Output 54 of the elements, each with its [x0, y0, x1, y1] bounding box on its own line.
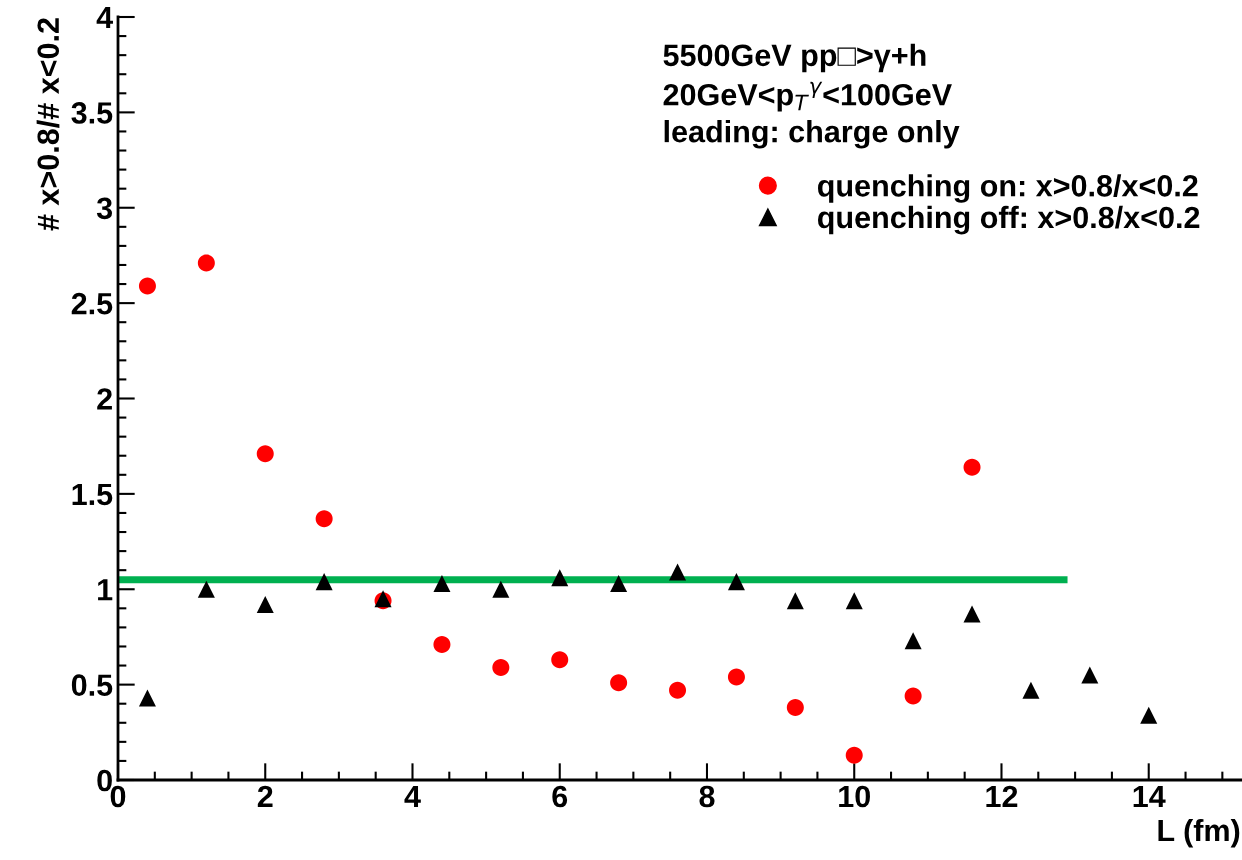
y-tick-label: 0: [97, 769, 112, 792]
x-tick-label: 6: [552, 785, 568, 808]
y-tick-label: 3.5: [71, 102, 113, 124]
point: [669, 681, 687, 699]
point: [963, 458, 981, 476]
y-tick-label: 2.5: [71, 292, 113, 315]
point: [315, 573, 333, 591]
annotation: leading: charge only: [664, 120, 960, 149]
point: [138, 277, 156, 295]
point: [669, 563, 687, 581]
x-tick-label: 4: [404, 785, 421, 807]
x-tick-label: 14: [1133, 785, 1166, 807]
x-tick-label: 8: [699, 785, 715, 808]
legend-label: quenching off: x>0.8/x<0.2: [818, 205, 1200, 235]
x-tick-label: 10: [839, 785, 870, 808]
point: [786, 699, 804, 717]
legend-label: quenching on: x>0.8/x<0.2: [818, 174, 1198, 203]
point: [551, 569, 569, 587]
point: [551, 651, 569, 669]
point: [786, 592, 804, 610]
point: [610, 575, 628, 593]
point: [963, 605, 981, 623]
y-tick-label: 1.5: [72, 483, 113, 506]
x-tick-label: 2: [257, 785, 273, 807]
point: [610, 674, 628, 692]
y-tick-label: 0.5: [71, 674, 113, 696]
point: [315, 510, 333, 528]
point: [138, 689, 156, 707]
point: [492, 658, 510, 676]
point: [433, 636, 451, 654]
point: [492, 580, 510, 598]
y-tick-label: 4: [96, 7, 113, 29]
point: [197, 580, 215, 598]
point: [256, 445, 274, 463]
y-tick-label: 2: [97, 388, 112, 410]
point: [197, 254, 215, 272]
point: [845, 746, 863, 764]
x-axis-title: L (fm): [1158, 818, 1240, 848]
y-tick-label: 1: [98, 579, 113, 601]
y-axis-title: # x>0.8/# x<0.2: [36, 18, 60, 231]
point: [1022, 681, 1040, 699]
annotation: 20GeV<p$_{T}$$^{γ}$<100GeV: [663, 81, 952, 112]
point: [845, 592, 863, 610]
annotation: 5500GeV pp□>γ+h: [663, 43, 926, 73]
x-tick-label: 12: [986, 785, 1018, 807]
point: [1140, 706, 1158, 724]
point: [727, 668, 745, 686]
point: [1081, 666, 1099, 684]
point: [727, 573, 745, 591]
point: [433, 575, 451, 593]
point: [904, 687, 922, 705]
point: [904, 632, 922, 650]
y-tick-label: 3: [96, 197, 113, 220]
point: [256, 596, 274, 614]
